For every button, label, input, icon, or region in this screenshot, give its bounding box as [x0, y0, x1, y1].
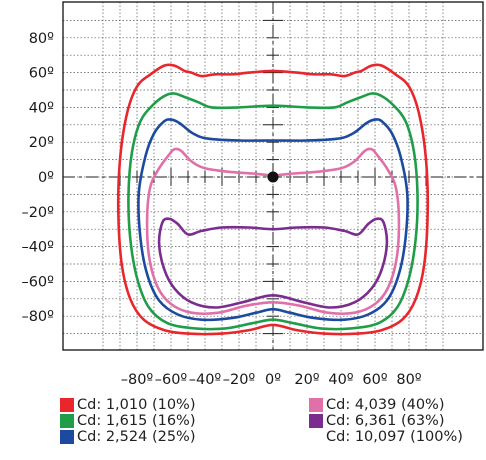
legend-swatch: [60, 398, 74, 412]
legend-label: Cd: 2,524 (25%): [77, 429, 196, 445]
x-tick-label: 20º: [294, 372, 319, 388]
y-tick-label: –60º: [21, 274, 54, 290]
y-tick-label: –40º: [21, 240, 54, 256]
y-tick-label: 40º: [29, 100, 54, 116]
x-tick-label: –40º: [189, 372, 222, 388]
legend-label: Cd: 1,615 (16%): [77, 413, 196, 429]
x-tick-label: 60º: [362, 372, 387, 388]
isocandela-curve-5: [157, 217, 389, 309]
legend-item: Cd: 10,097 (100%): [309, 429, 463, 445]
legend-swatch: [60, 430, 74, 444]
legend-item: Cd: 6,361 (63%): [309, 413, 463, 429]
legend-item: Cd: 4,039 (40%): [309, 397, 463, 413]
legend-label: Cd: 10,097 (100%): [326, 429, 463, 445]
y-tick-labels: 80º 60º 40º 20º 0º –20º –40º –60º –80º: [21, 31, 54, 325]
y-tick-label: 20º: [29, 135, 54, 151]
y-tick-label: 80º: [29, 31, 54, 47]
legend-label: Cd: 1,010 (10%): [77, 397, 196, 413]
y-tick-label: –20º: [21, 205, 54, 221]
x-tick-label: –20º: [223, 372, 256, 388]
legend-swatch: [309, 398, 323, 412]
x-tick-label: 40º: [328, 372, 353, 388]
x-tick-label: 80º: [396, 372, 421, 388]
legend-right-column: Cd: 4,039 (40%) Cd: 6,361 (63%) Cd: 10,097…: [309, 397, 463, 445]
isocandela-curve-3: [137, 118, 409, 322]
legend-item: Cd: 2,524 (25%): [60, 429, 196, 445]
isocandela-curve-1: [116, 63, 430, 336]
isocandela-curve-4: [145, 147, 401, 316]
legend-label: Cd: 4,039 (40%): [326, 397, 445, 413]
y-tick-label: –80º: [21, 309, 54, 325]
legend-item: Cd: 1,010 (10%): [60, 397, 196, 413]
legend-item: Cd: 1,615 (16%): [60, 413, 196, 429]
isocandela-curves: [116, 63, 430, 336]
x-tick-label: –80º: [121, 372, 154, 388]
x-tick-labels: –80º –60º –40º –20º 0º 20º 40º 60º 80º: [121, 372, 422, 388]
legend-swatch: [309, 414, 323, 428]
max-intensity-point: [267, 171, 279, 183]
isocandela-curve-2: [127, 92, 419, 331]
x-tick-label: 0º: [265, 372, 281, 388]
x-tick-label: –60º: [155, 372, 188, 388]
y-tick-label: 60º: [29, 66, 54, 82]
legend-label: Cd: 6,361 (63%): [326, 413, 445, 429]
legend-left-column: Cd: 1,010 (10%) Cd: 1,615 (16%) Cd: 2,524 …: [60, 397, 196, 445]
legend-swatch: [309, 430, 323, 444]
legend-swatch: [60, 414, 74, 428]
y-tick-label: 0º: [38, 170, 54, 186]
